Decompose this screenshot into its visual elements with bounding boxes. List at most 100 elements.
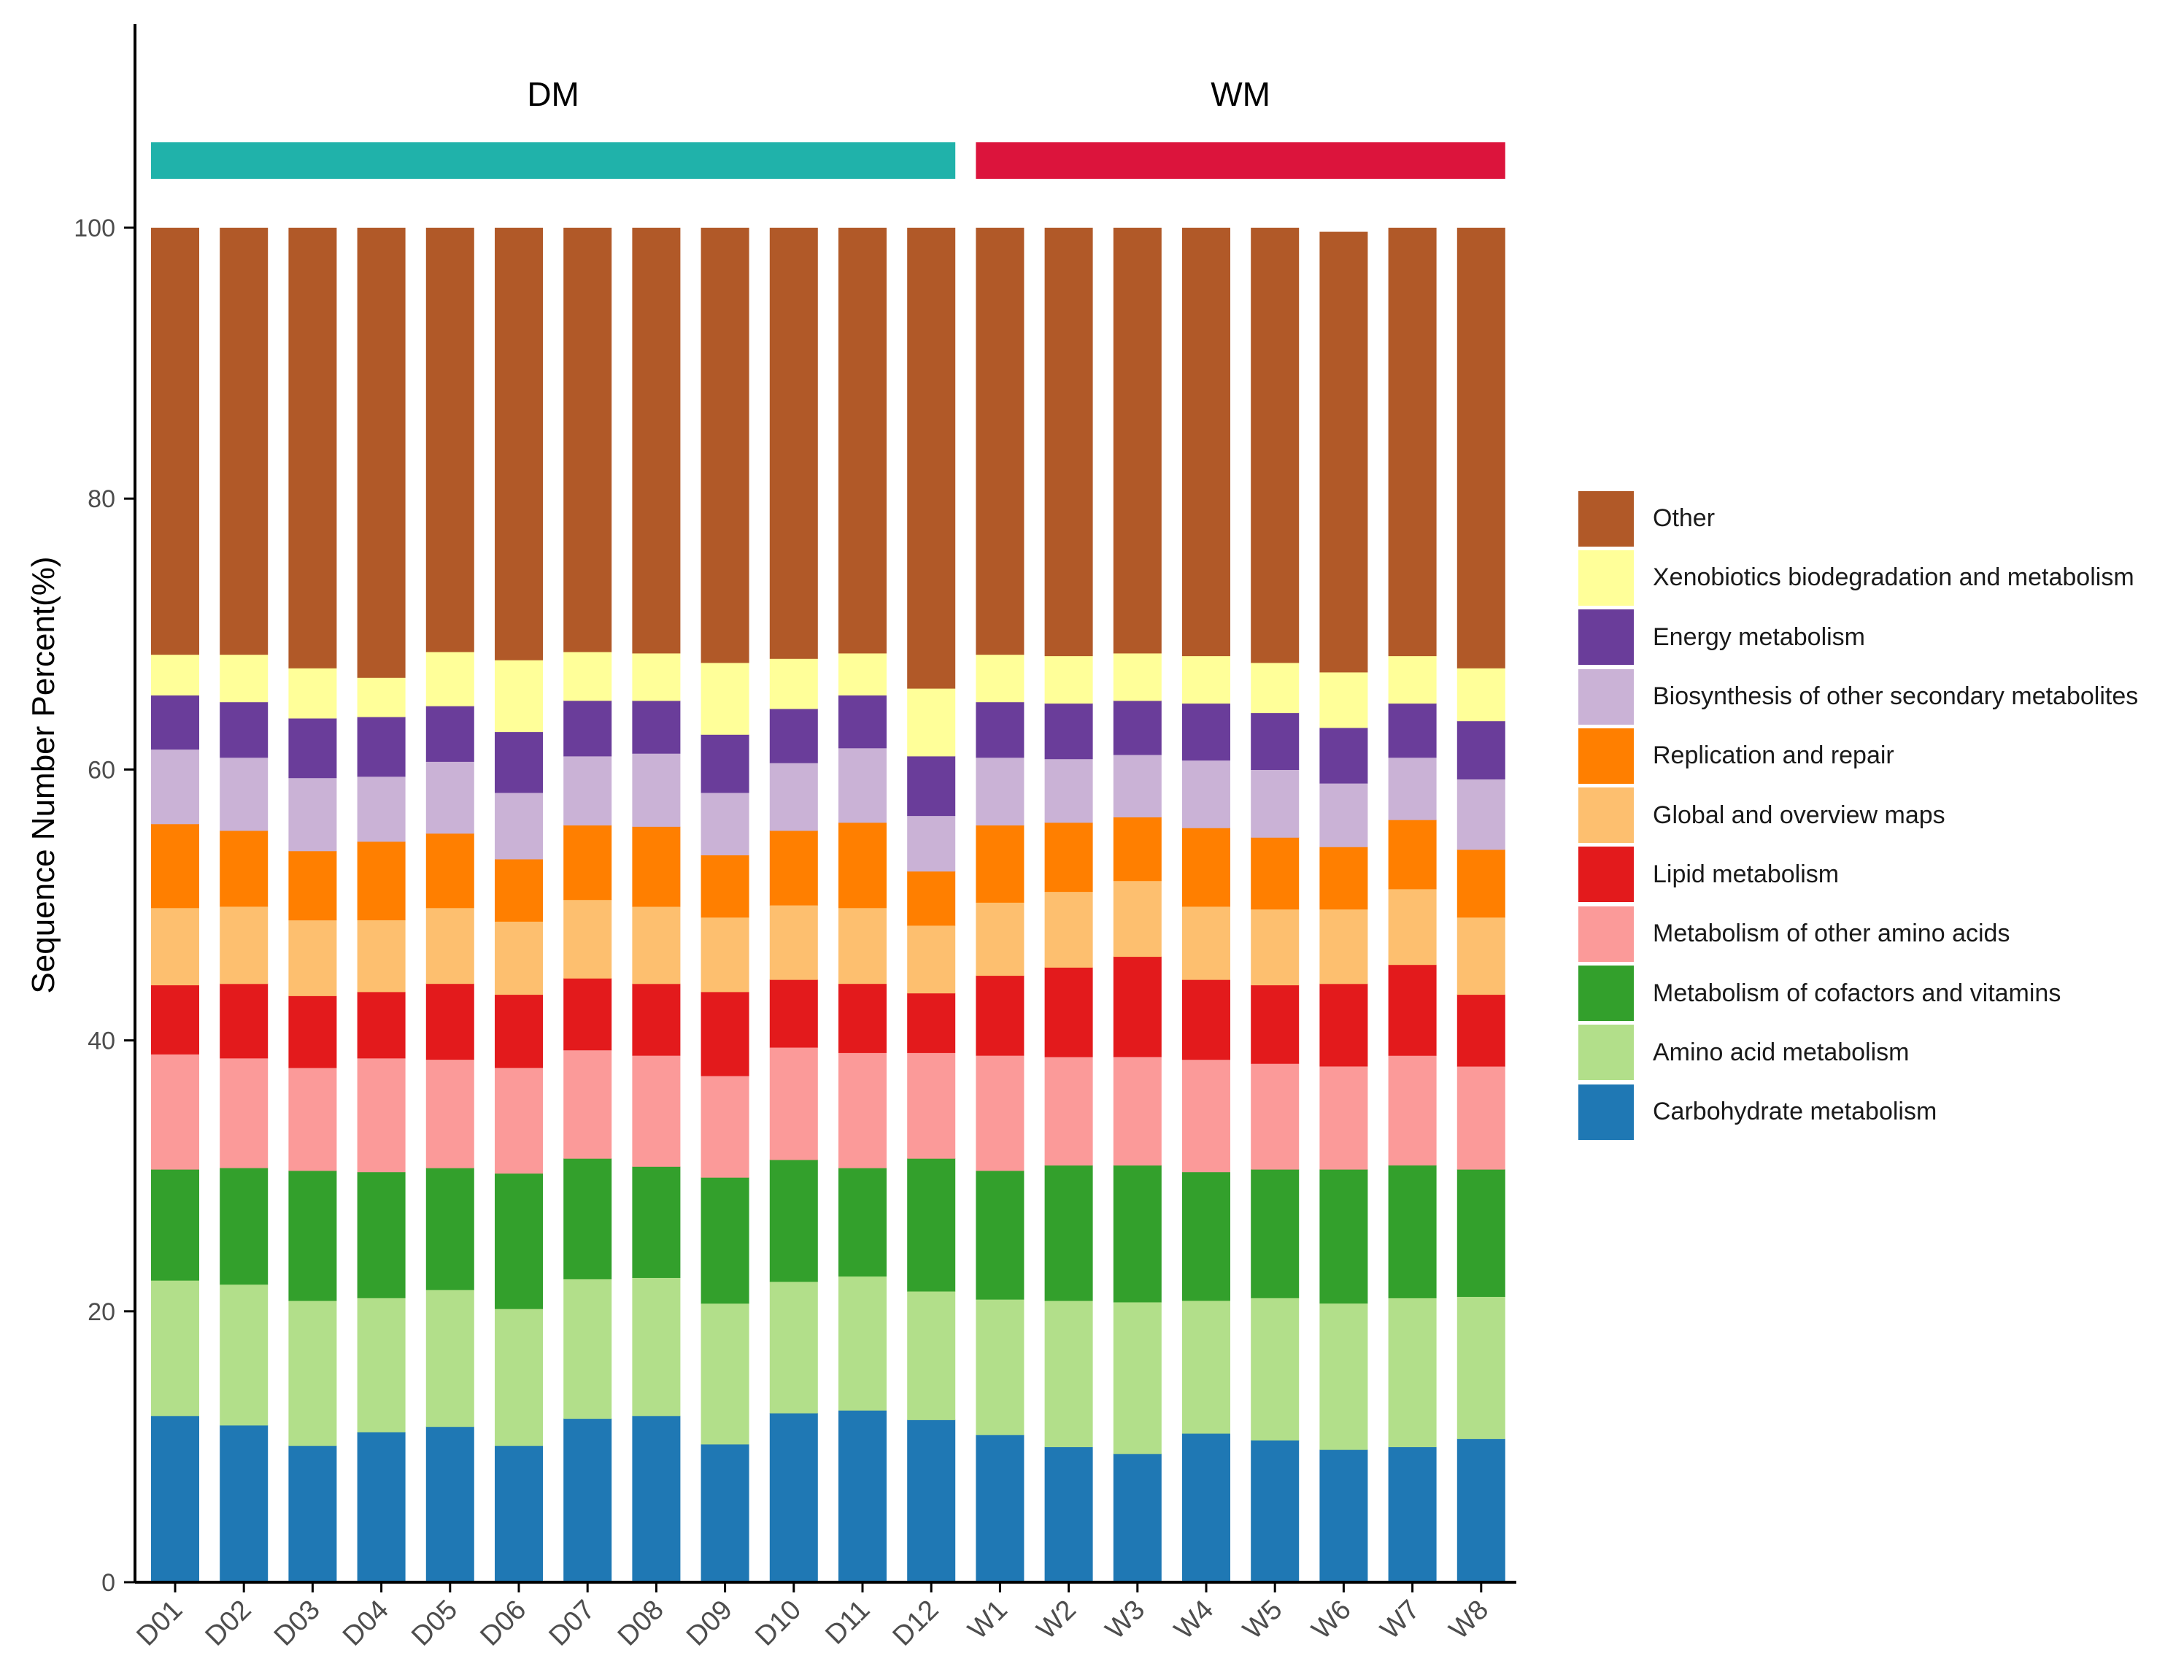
bar-segment-d06-4 [495,994,543,1068]
bar-segment-d02-9 [220,654,269,703]
bar-segment-w4-5 [1182,906,1230,980]
bar-segment-d08-6 [632,826,681,907]
bar-segment-d11-5 [838,907,887,985]
y-ticks: 0 20 40 60 80 100 [74,215,135,1597]
bar-segment-d05-1 [425,1290,474,1427]
bar-segment-d03-1 [288,1301,337,1446]
bar-segment-d08-5 [632,906,681,985]
bar-segment-w6-5 [1319,909,1368,985]
bar-segment-w3-0 [1113,1453,1162,1583]
x-tick-label-d05: D05 [406,1595,463,1652]
bar-segment-w1-8 [976,701,1025,758]
legend-swatch [1578,1025,1634,1081]
bar-segment-d05-8 [425,706,474,762]
bar-segment-d02-2 [220,1168,269,1285]
bar-segment-d02-0 [220,1425,269,1583]
x-tick-label-d06: D06 [474,1595,532,1652]
legend-swatch [1578,1084,1634,1140]
bar-segment-w6-6 [1319,847,1368,910]
bar-segment-w7-8 [1388,703,1437,758]
bar-segment-w7-4 [1388,964,1437,1056]
y-tick-label: 60 [88,756,115,784]
bar-segment-d09-0 [701,1444,749,1583]
bar-segment-d10-7 [769,763,818,831]
bar-stack-d02 [220,228,269,1583]
legend-label: Other [1653,504,1716,533]
bar-segment-w2-8 [1044,703,1093,760]
bar-segment-w1-1 [976,1299,1025,1436]
bar-segment-w8-6 [1456,849,1505,918]
legend-label: Lipid metabolism [1653,860,1840,888]
bar-segment-d01-0 [151,1415,199,1583]
legend-label: Amino acid metabolism [1653,1038,1910,1066]
x-tick-label-d11: D11 [819,1595,876,1651]
bar-segment-d05-4 [425,983,474,1060]
bar-segment-w6-9 [1319,671,1368,728]
bar-segment-d11-1 [838,1276,887,1411]
bar-segment-w4-9 [1182,655,1230,704]
bar-segment-w8-5 [1456,917,1505,995]
bar-segment-d09-2 [701,1177,749,1304]
bar-segment-w4-6 [1182,828,1230,907]
bar-segment-w1-0 [976,1434,1025,1583]
bar-stack-d03 [288,228,337,1583]
bar-segment-d05-10 [425,228,474,652]
bar-segment-w6-3 [1319,1066,1368,1170]
bar-segment-d12-0 [907,1419,956,1583]
x-tick-label-d03: D03 [269,1595,326,1652]
bar-segment-w7-3 [1388,1055,1437,1165]
bar-stack-d11 [838,228,887,1583]
legend-label: Metabolism of other amino acids [1653,920,2010,948]
bar-segment-w5-2 [1251,1168,1300,1298]
bar-segment-d09-4 [701,991,749,1076]
bar-segment-d08-8 [632,700,681,754]
bar-segment-d03-0 [288,1445,337,1583]
bar-segment-d09-1 [701,1303,749,1445]
bar-segment-d07-4 [563,978,612,1051]
bar-segment-d11-9 [838,652,887,695]
bar-segment-w3-6 [1113,817,1162,882]
bar-segment-w7-1 [1388,1298,1437,1447]
bar-segment-d08-7 [632,753,681,827]
bar-segment-d07-5 [563,899,612,979]
bar-segment-d09-6 [701,855,749,918]
bar-segment-d04-1 [357,1298,406,1433]
x-tick-label-w8: W8 [1443,1595,1494,1646]
y-tick-label: 80 [88,485,115,513]
bar-segment-w1-4 [976,975,1025,1056]
x-tick-label-d04: D04 [337,1595,395,1652]
x-tick-label-w6: W6 [1306,1595,1357,1646]
bar-segment-w5-10 [1251,228,1300,663]
bar-segment-d11-3 [838,1052,887,1168]
bar-segment-d06-8 [495,731,543,793]
bar-segment-w5-3 [1251,1063,1300,1170]
bar-segment-d02-10 [220,228,269,655]
bar-segment-w5-7 [1251,769,1300,838]
bar-segment-w2-9 [1044,655,1093,704]
bar-segment-d10-0 [769,1413,818,1583]
bar-segment-w5-4 [1251,985,1300,1064]
bar-segment-w4-7 [1182,760,1230,828]
bar-segment-d12-1 [907,1291,956,1420]
bar-segment-d03-4 [288,995,337,1068]
bar-segment-w6-0 [1319,1449,1368,1583]
bar-segment-w4-10 [1182,228,1230,657]
bar-segment-d01-5 [151,907,199,986]
bar-segment-w4-4 [1182,979,1230,1060]
bar-segment-d08-10 [632,228,681,654]
bar-segment-d03-6 [288,850,337,921]
legend-label: Global and overview maps [1653,801,1945,829]
bar-segment-d10-6 [769,830,818,906]
legend-swatch [1578,966,1634,1022]
legend-swatch [1578,668,1634,725]
bar-stack-w7 [1388,228,1437,1583]
bar-segment-d06-5 [495,921,543,995]
bar-segment-d10-3 [769,1047,818,1160]
bar-segment-d12-2 [907,1158,956,1292]
bar-stack-w8 [1456,228,1505,1583]
legend-swatch [1578,847,1634,903]
legend-swatch [1578,490,1634,547]
bar-stack-d06 [495,228,543,1583]
bar-segment-d06-1 [495,1309,543,1446]
bar-segment-d02-6 [220,830,269,907]
